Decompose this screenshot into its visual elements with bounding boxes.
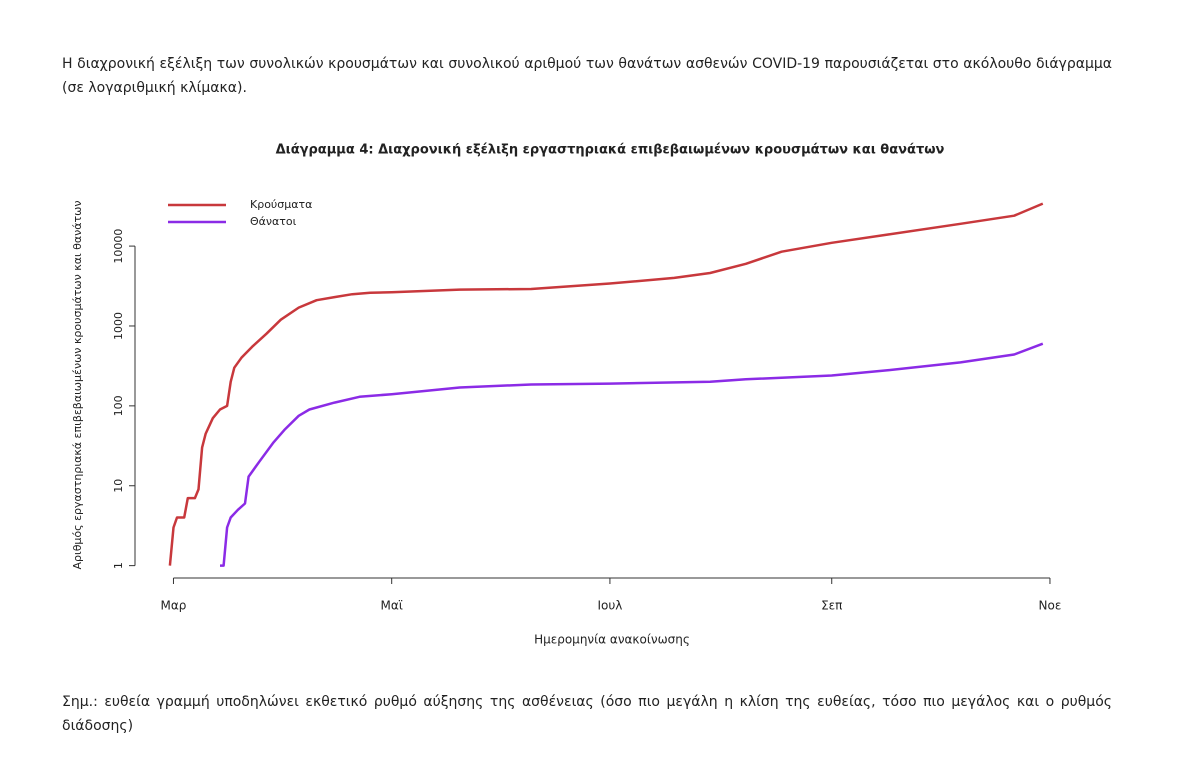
- chart-title: Διάγραμμα 4: Διαχρονική εξέλιξη εργαστηρ…: [276, 143, 945, 158]
- intro: Η διαχρονική εξέλιξη των συνολικών κρουσ…: [62, 56, 1112, 96]
- x-tick-label: Μαϊ: [381, 599, 403, 613]
- x-tick-label: Σεπ: [821, 599, 842, 613]
- y-tick-label: 1: [112, 562, 125, 569]
- x-tick-label: Νοε: [1039, 599, 1062, 613]
- y-tick-label: 100: [112, 395, 125, 416]
- x-tick-label: Ιουλ: [597, 599, 622, 613]
- y-tick-label: 10: [112, 479, 125, 493]
- note: Σημ.: ευθεία γραμμή υποδηλώνει εκθετικό …: [62, 694, 1112, 734]
- series-line: [220, 342, 1044, 567]
- chart: Διάγραμμα 4: Διαχρονική εξέλιξη εργαστηρ…: [71, 143, 1062, 647]
- series-line: [168, 202, 1044, 566]
- x-axis-label: Ημερομηνία ανακοίνωσης: [534, 633, 690, 647]
- y-tick-label: 10000: [112, 229, 125, 264]
- legend-label: Κρούσματα: [250, 198, 312, 211]
- x-tick-label: Μαρ: [161, 599, 187, 613]
- legend-label: Θάνατοι: [250, 215, 297, 228]
- y-tick-label: 1000: [112, 312, 125, 340]
- y-axis-label: Αριθμός εργαστηριακά επιβεβαιωμένων κρου…: [71, 200, 84, 569]
